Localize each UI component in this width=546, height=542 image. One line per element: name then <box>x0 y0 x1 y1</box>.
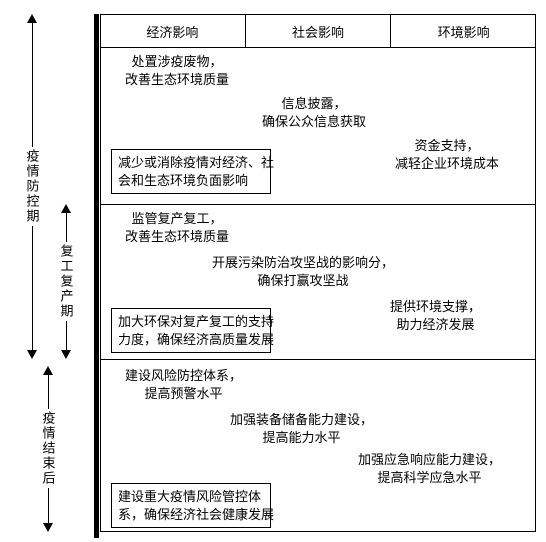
arrow-up-icon <box>27 14 37 23</box>
arrow-down-icon <box>43 523 53 532</box>
arrow-down-icon <box>61 350 71 359</box>
vertical-divider-thick <box>94 14 99 538</box>
cell-text-s3-0: 建设风险防控体系， 提高预警水平 <box>125 367 242 402</box>
cell-text-s1-2: 资金支持， 减轻企业环境成本 <box>395 137 499 172</box>
section-s3: 建设风险防控体系， 提高预警水平加强装备储备能力建设， 提高能力水平加强应急响应… <box>100 359 536 532</box>
cell-text-s2-2: 提供环境支撑， 助力经济发展 <box>390 298 481 333</box>
arrow-down-icon <box>27 350 37 359</box>
cell-text-s2-0: 监管复产复工， 改善生态环境质量 <box>125 210 229 245</box>
boxed-note-s3-3: 建设重大疫情风险管控体 系，确保经济社会健康发展 <box>111 483 271 528</box>
section-s1: 处置涉疫废物， 改善生态环境质量信息披露， 确保公众信息获取资金支持， 减轻企业… <box>100 47 536 204</box>
column-headers: 经济影响 社会影响 环境影响 <box>100 15 536 47</box>
boxed-note-s2-3: 加大环保对复产复工的支持 力度，确保经济高质量发展 <box>111 308 271 353</box>
period-p2: 复工复产期 <box>56 204 76 359</box>
period-label: 疫情结束后 <box>39 409 58 488</box>
cell-text-s3-1: 加强装备储备能力建设， 提高能力水平 <box>230 411 373 446</box>
period-label: 疫情防控期 <box>23 147 42 226</box>
arrow-up-icon <box>43 366 53 375</box>
period-p3: 疫情结束后 <box>38 366 58 532</box>
col-header-economy: 经济影响 <box>100 15 246 47</box>
cell-text-s1-0: 处置涉疫废物， 改善生态环境质量 <box>125 53 229 88</box>
diagram-root: 经济影响 社会影响 环境影响 处置涉疫废物， 改善生态环境质量信息披露， 确保公… <box>10 10 536 532</box>
cell-text-s2-1: 开展污染防治攻坚战的影响分， 确保打赢攻坚战 <box>212 254 394 289</box>
boxed-note-s1-3: 减少或消除疫情对经济、社 会和生态环境负面影响 <box>111 149 271 194</box>
section-s2: 监管复产复工， 改善生态环境质量开展污染防治攻坚战的影响分， 确保打赢攻坚战提供… <box>100 204 536 359</box>
period-p1: 疫情防控期 <box>22 14 42 359</box>
col-header-society: 社会影响 <box>246 15 392 47</box>
period-label: 复工复产期 <box>57 242 76 321</box>
cell-text-s1-1: 信息披露， 确保公众信息获取 <box>262 95 366 130</box>
col-header-environment: 环境影响 <box>391 15 536 47</box>
cell-text-s3-2: 加强应急响应能力建设， 提高科学应急水平 <box>358 451 501 486</box>
arrow-up-icon <box>61 204 71 213</box>
